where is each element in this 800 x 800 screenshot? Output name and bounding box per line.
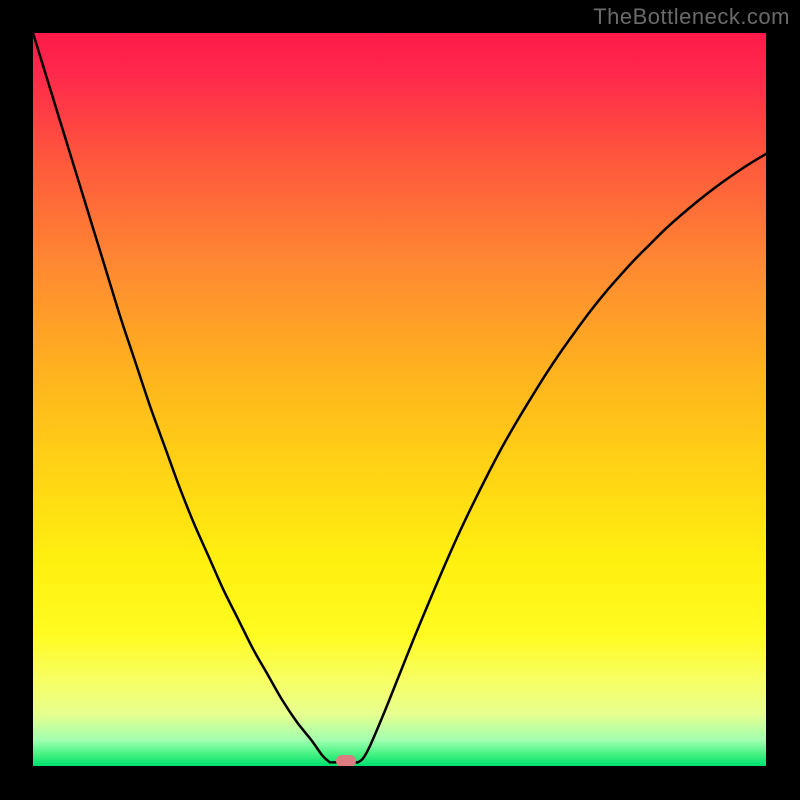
valley-marker <box>336 755 357 766</box>
chart-background-gradient <box>33 33 766 766</box>
chart-svg-layer <box>33 33 766 766</box>
chart-plot-area <box>33 33 766 766</box>
chart-outer-frame: TheBottleneck.com <box>0 0 800 800</box>
watermark-text: TheBottleneck.com <box>593 4 790 30</box>
